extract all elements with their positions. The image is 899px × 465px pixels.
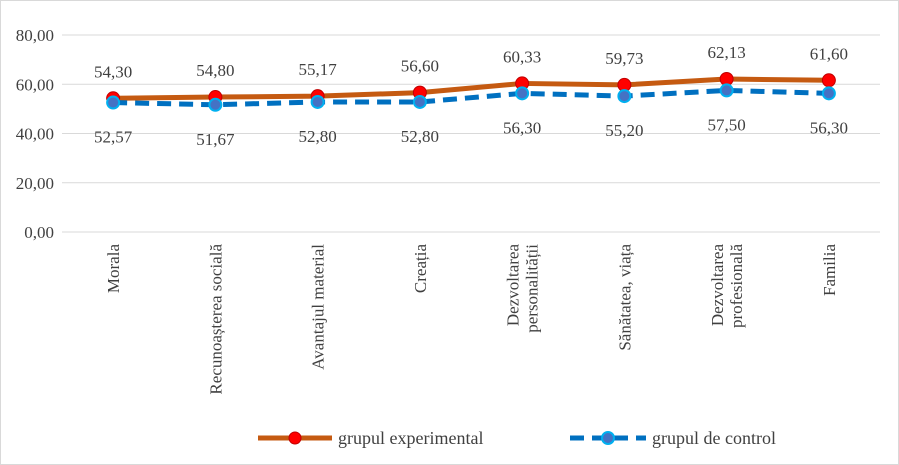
x-category-label-line: Recunoașterea socială xyxy=(206,244,225,395)
x-category-label-line: personalității xyxy=(523,244,542,333)
y-tick-label: 60,00 xyxy=(16,75,54,94)
x-category-label: Dezvoltarea profesională xyxy=(708,244,746,328)
y-axis-labels: 0,00 20,00 40,00 60,00 80,00 xyxy=(16,26,54,242)
x-category-label-line: Avantajul material xyxy=(309,244,328,370)
x-category-label: Creația xyxy=(411,244,430,294)
x-category-label-line: Sănătatea, viața xyxy=(615,244,634,351)
data-label-control: 52,80 xyxy=(401,127,439,146)
data-label-control: 55,20 xyxy=(605,121,643,140)
data-label-experimental: 56,60 xyxy=(401,57,439,76)
marker-experimental xyxy=(821,73,836,88)
x-category-label-line: profesională xyxy=(727,244,746,328)
marker-control xyxy=(515,86,530,101)
series-lines xyxy=(113,76,829,108)
data-label-experimental: 54,80 xyxy=(196,61,234,80)
marker-control xyxy=(208,97,223,112)
data-label-experimental: 55,17 xyxy=(299,60,338,79)
data-label-control: 52,57 xyxy=(94,128,133,147)
data-label-experimental: 61,60 xyxy=(810,44,848,63)
x-category-label: Dezvoltarea personalității xyxy=(504,244,542,333)
data-label-control: 56,30 xyxy=(810,118,848,137)
marker-control xyxy=(412,94,427,109)
x-category-label-line: Morala xyxy=(104,244,123,294)
legend-label-experimental: grupul experimental xyxy=(338,428,483,448)
marker-control xyxy=(821,86,836,101)
marker-control xyxy=(719,83,734,98)
x-category-label: Morala xyxy=(104,244,123,294)
series-line-1 xyxy=(113,87,829,108)
x-category-label: Avantajul material xyxy=(309,244,328,370)
x-category-label: Familia xyxy=(820,244,839,296)
x-category-label-line: Familia xyxy=(820,244,839,296)
y-tick-label: 20,00 xyxy=(16,174,54,193)
y-tick-label: 80,00 xyxy=(16,26,54,45)
marker-control xyxy=(617,89,632,104)
legend-marker-control xyxy=(601,431,615,445)
legend: grupul experimental grupul de control xyxy=(258,428,776,448)
data-label-experimental: 60,33 xyxy=(503,47,541,66)
y-tick-label: 0,00 xyxy=(24,223,54,242)
data-label-control: 51,67 xyxy=(196,130,235,149)
data-label-control: 52,80 xyxy=(299,127,337,146)
data-label-experimental: 62,13 xyxy=(708,43,746,62)
marker-control xyxy=(106,95,121,110)
x-category-label-line: Creația xyxy=(411,244,430,294)
x-category-label-line: Dezvoltarea xyxy=(504,244,523,327)
legend-marker-experimental xyxy=(288,431,302,445)
x-category-label-line: Dezvoltarea xyxy=(708,244,727,327)
data-label-experimental: 54,30 xyxy=(94,62,132,81)
x-category-label: Recunoașterea socială xyxy=(206,244,225,395)
gridlines xyxy=(62,34,880,233)
data-label-control: 56,30 xyxy=(503,118,541,137)
legend-label-control: grupul de control xyxy=(652,428,776,448)
data-label-control: 57,50 xyxy=(708,115,746,134)
x-category-label: Sănătatea, viața xyxy=(615,244,634,351)
x-axis-labels: Morala Recunoașterea socială Avantajul mat… xyxy=(104,244,839,395)
data-label-experimental: 59,73 xyxy=(605,49,643,68)
data-labels: 54,30 54,80 55,17 56,60 60,33 59,73 62,13 61,60… xyxy=(94,43,848,149)
y-tick-label: 40,00 xyxy=(16,125,54,144)
marker-control xyxy=(310,94,325,109)
series-markers xyxy=(106,72,836,112)
series-line-0 xyxy=(113,76,829,101)
